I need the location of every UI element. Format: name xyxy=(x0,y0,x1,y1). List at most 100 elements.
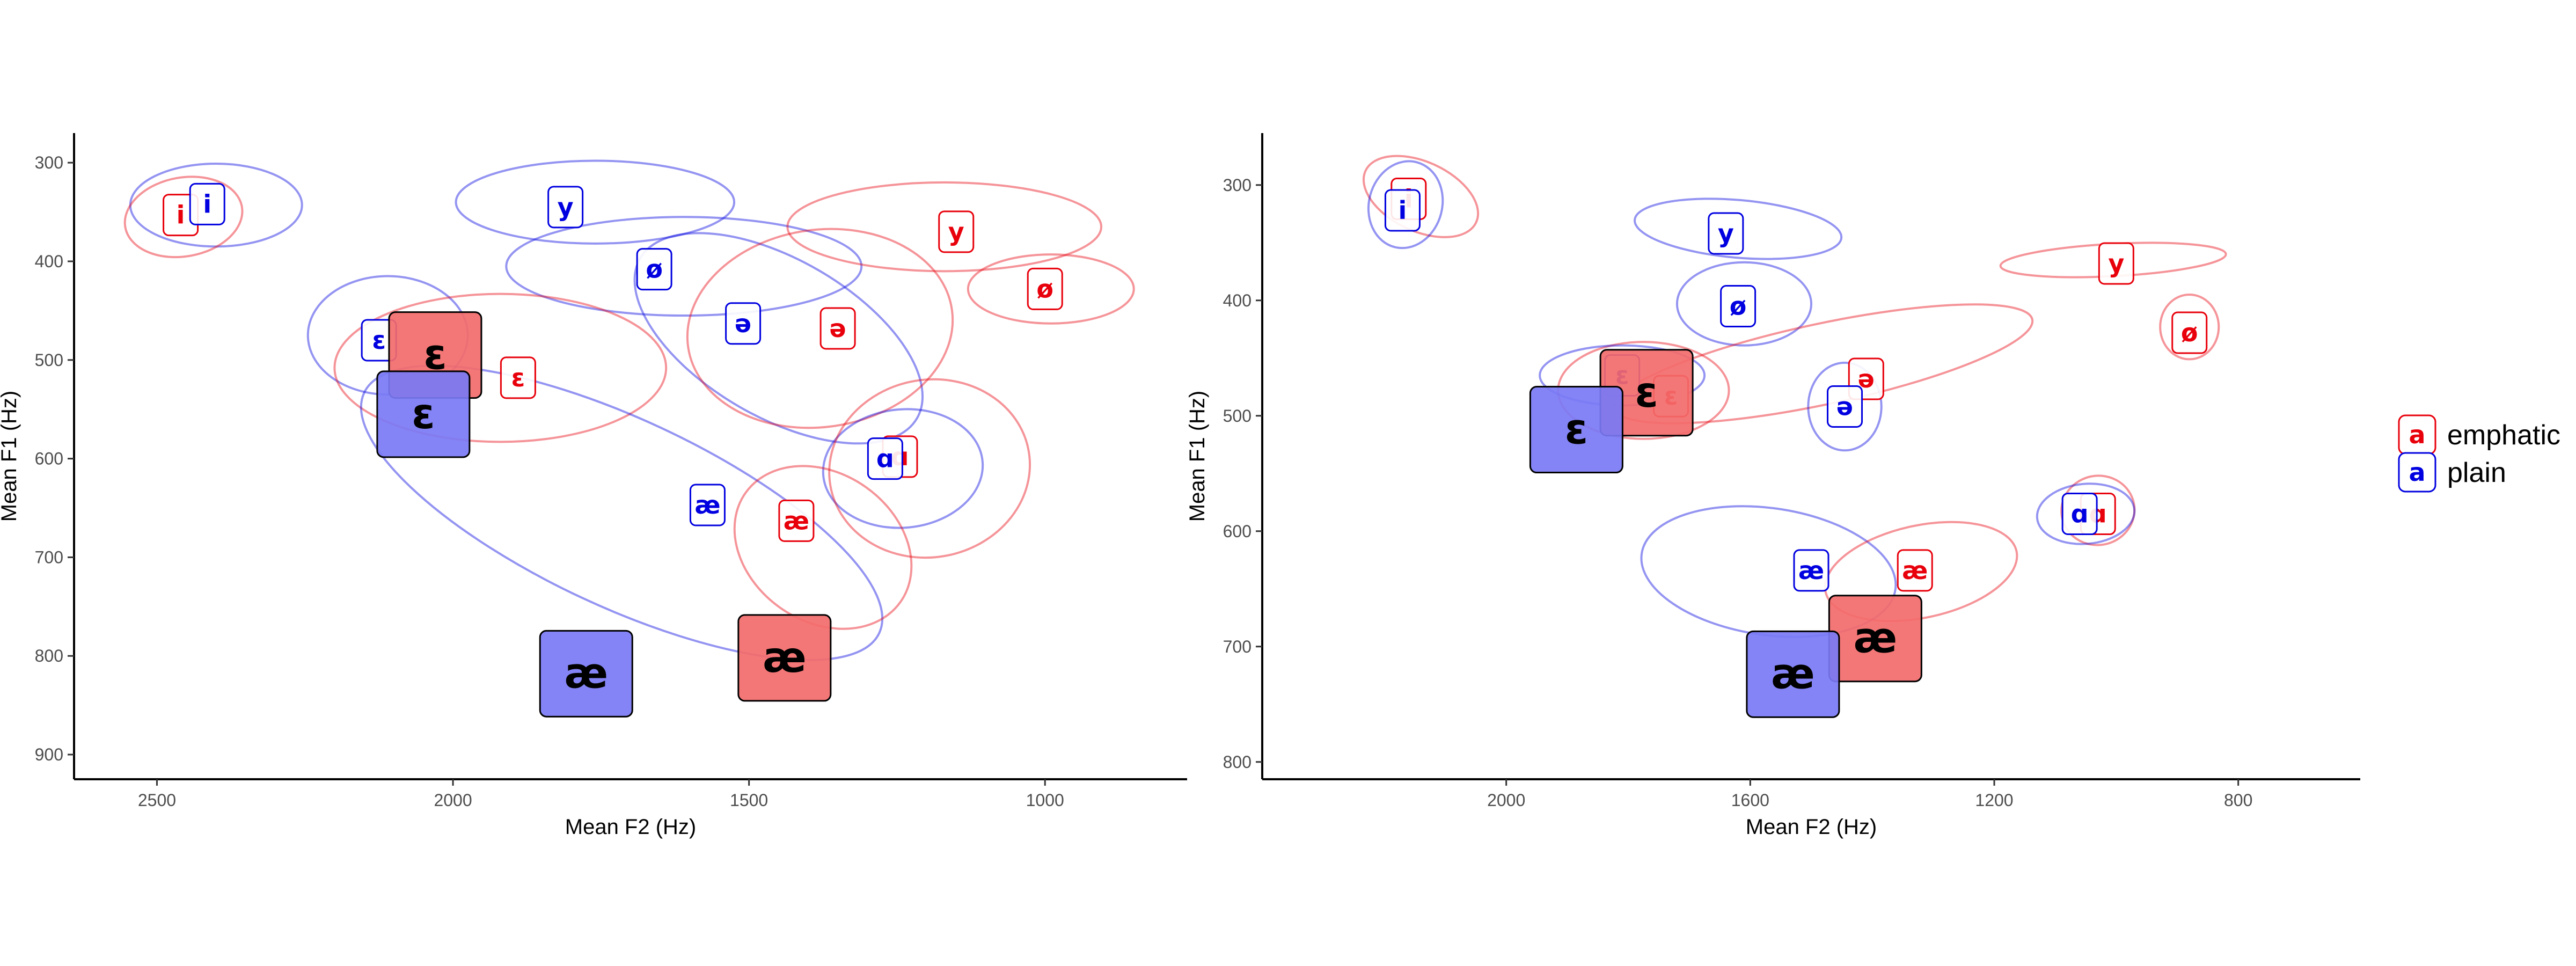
mean-box-label: ɛ xyxy=(1635,369,1658,417)
vowel-label-text: ɛ xyxy=(511,363,525,392)
mean-box-label: æ xyxy=(763,634,807,682)
vowel-label-box xyxy=(819,307,856,350)
plain-vowel-label: i xyxy=(189,182,225,225)
vowel-label-box xyxy=(189,182,225,225)
y-tick-label: 500 xyxy=(1223,406,1252,426)
x-tick-label: 2500 xyxy=(138,791,176,810)
plain-vowel-label: ə xyxy=(725,302,762,345)
emphatic-ellipse xyxy=(2159,294,2220,361)
emphatic-vowel-label: i xyxy=(163,194,199,237)
vowel-label-box xyxy=(1793,549,1829,592)
vowel-label-text: ø xyxy=(2181,318,2198,347)
plain-ellipse xyxy=(2036,482,2136,545)
vowel-label-box xyxy=(725,302,762,345)
right-x-axis-title: Mean F2 (Hz) xyxy=(1746,815,1877,839)
x-tick-label: 2000 xyxy=(434,791,472,810)
plain-ellipse xyxy=(822,408,984,529)
y-tick-label: 400 xyxy=(35,252,63,271)
plain-mean-box: æ xyxy=(1746,630,1840,718)
plain-vowel-label: y xyxy=(547,186,584,229)
vowel-label-text: i xyxy=(203,189,211,218)
vowel-label-text: y xyxy=(1718,219,1734,248)
vowel-label-text: i xyxy=(1399,196,1407,225)
vowel-label-text: y xyxy=(2108,249,2124,278)
vowel-label-box xyxy=(2098,242,2134,285)
vowel-label-text: ɑ xyxy=(2071,500,2089,529)
right-axis-ticks: 2000 1600 1200 800 300 400 500 600 700 800 xyxy=(1223,175,2253,810)
left-y-axis-title: Mean F1 (Hz) xyxy=(0,391,21,522)
left-vowel-labels: iiyyøøɛɛəəɑɑææ xyxy=(163,182,1063,542)
vowel-label-box xyxy=(500,356,536,399)
left-ellipses xyxy=(123,159,1135,661)
legend-key-symbol: a xyxy=(2409,458,2425,487)
emphatic-vowel-label: y xyxy=(2098,242,2134,285)
emphatic-vowel-label: ɛ xyxy=(500,356,536,399)
plain-vowel-label: æ xyxy=(1793,549,1829,592)
vowel-label-text: ɑ xyxy=(876,444,894,473)
emphatic-ellipse xyxy=(786,181,1103,273)
y-tick-label: 500 xyxy=(35,350,63,370)
left-x-axis-title: Mean F2 (Hz) xyxy=(565,815,697,839)
emphatic-ellipse xyxy=(686,228,954,429)
y-tick-label: 400 xyxy=(1223,291,1252,310)
vowel-label-box xyxy=(547,186,584,229)
vowel-label-box xyxy=(1027,267,1063,310)
vowel-label-box xyxy=(689,484,726,526)
x-tick-label: 1600 xyxy=(1731,791,1769,810)
y-tick-label: 600 xyxy=(35,449,63,469)
vowel-label-box xyxy=(1708,212,1744,255)
y-tick-label: 600 xyxy=(1223,522,1252,541)
emphatic-vowel-label: æ xyxy=(778,499,815,542)
plain-mean-box: æ xyxy=(539,630,633,718)
right-mean-boxes: ɛɛ æ æ xyxy=(1529,349,1922,718)
emphatic-ellipse xyxy=(733,465,913,630)
vowel-label-box xyxy=(867,437,903,480)
y-tick-label: 300 xyxy=(1223,175,1252,195)
plain-mean-box: ɛ xyxy=(1529,386,1623,474)
plain-ellipse xyxy=(1675,261,1812,347)
plain-ellipse xyxy=(455,159,736,245)
vowel-label-box xyxy=(2061,493,2098,535)
plain-ellipse xyxy=(129,162,303,248)
y-tick-label: 800 xyxy=(35,646,63,665)
mean-box-label: ɛ xyxy=(412,390,435,438)
emphatic-ellipse xyxy=(1824,521,2018,623)
plain-ellipse xyxy=(1634,197,1843,260)
mean-box-rect xyxy=(1746,630,1840,718)
vowel-label-text: ø xyxy=(1036,274,1053,303)
x-tick-label: 1200 xyxy=(1975,791,2013,810)
vowel-label-box xyxy=(1720,285,1757,327)
vowel-label-text: æ xyxy=(1798,556,1824,585)
plain-ellipse xyxy=(505,216,863,317)
vowel-label-box xyxy=(938,210,975,253)
emphatic-vowel-label: ø xyxy=(2171,311,2208,354)
vowel-label-text: y xyxy=(948,217,964,246)
left-mean-boxes: ɛ ɛ æ æ xyxy=(376,311,832,718)
emphatic-vowel-label: ə xyxy=(819,307,856,350)
emphatic-vowel-label: æ xyxy=(1897,549,1933,592)
x-tick-label: 1500 xyxy=(730,791,768,810)
vowel-label-box xyxy=(778,499,815,542)
y-tick-label: 800 xyxy=(1223,752,1252,772)
legend-item-emphatic: a emphatic xyxy=(2398,414,2560,455)
vowel-label-box xyxy=(1897,549,1933,592)
vowel-label-text: ø xyxy=(646,255,663,284)
plain-mean-box: ɛ xyxy=(376,370,471,458)
vowel-label-text: æ xyxy=(694,491,720,519)
vowel-label-text: æ xyxy=(784,506,809,535)
vowel-label-box xyxy=(1827,385,1863,428)
y-tick-label: 700 xyxy=(35,547,63,567)
emphatic-vowel-label: y xyxy=(938,210,975,253)
plain-vowel-label: i xyxy=(1384,189,1421,232)
emphatic-ellipse xyxy=(828,378,1031,559)
plain-vowel-label: ɑ xyxy=(867,437,903,480)
emphatic-mean-box: ɛ xyxy=(1599,349,1694,437)
plain-ellipse xyxy=(1807,361,1883,452)
mean-box-rect xyxy=(1529,386,1623,474)
legend-label: plain xyxy=(2447,457,2506,488)
legend-item-plain: a plain xyxy=(2398,452,2506,493)
y-tick-label: 300 xyxy=(35,153,63,172)
